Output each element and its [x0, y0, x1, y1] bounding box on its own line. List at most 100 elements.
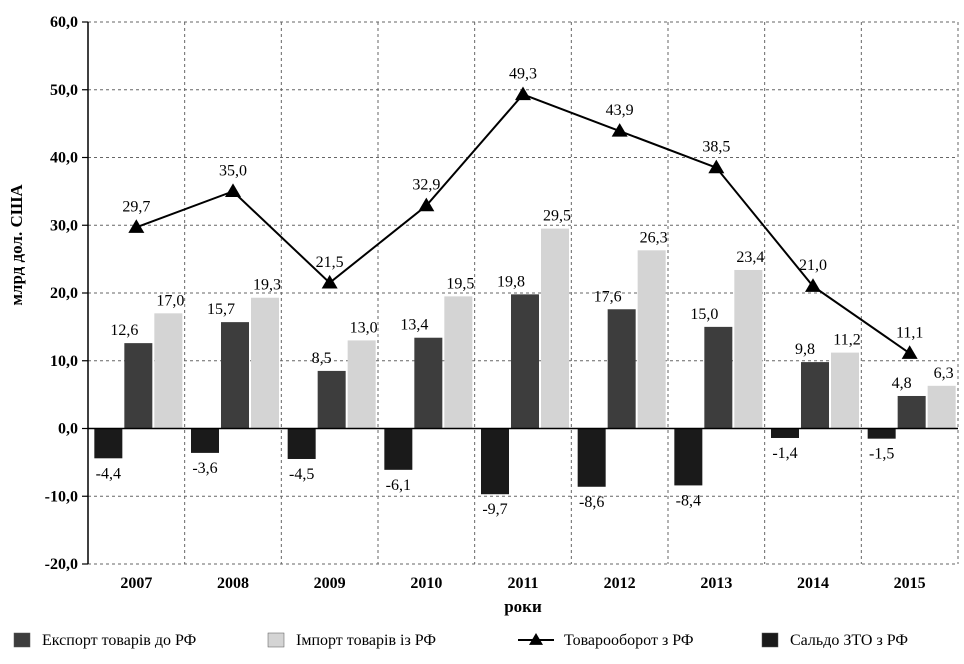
- turnover-marker: [418, 197, 435, 212]
- export-value-label: 9,8: [795, 341, 815, 358]
- legend-export-swatch: [13, 632, 31, 648]
- import-bar: [734, 269, 763, 429]
- bars: [94, 228, 956, 495]
- import-bar: [541, 228, 569, 429]
- export-bar: [221, 322, 249, 429]
- x-tick-label: 2007: [120, 575, 152, 592]
- export-bar: [414, 337, 443, 429]
- saldo-value-label: -1,4: [772, 445, 797, 462]
- import-value-label: 19,5: [446, 275, 474, 292]
- import-value-label: 17,0: [156, 292, 184, 309]
- turnover-value-label: 43,9: [606, 102, 634, 119]
- saldo-value-label: -4,4: [96, 465, 121, 482]
- turnover-marker: [225, 183, 241, 197]
- saldo-value-label: -6,1: [386, 477, 411, 494]
- turnover-marker: [611, 123, 628, 137]
- legend-import-label: Імпорт товарів із РФ: [296, 632, 436, 649]
- export-value-label: 12,6: [110, 322, 138, 339]
- import-bar: [444, 296, 473, 429]
- legend-turnover-label: Товарооборот з РФ: [564, 632, 694, 649]
- turnover-marker: [708, 159, 725, 174]
- saldo-bar: [674, 428, 703, 486]
- export-bar: [801, 362, 829, 429]
- turnover-marker: [321, 274, 338, 289]
- saldo-value-label: -9,7: [482, 501, 507, 518]
- saldo-value-label: -8,6: [579, 494, 604, 511]
- legend-export-label: Експорт товарів до РФ: [42, 632, 196, 649]
- saldo-bar: [867, 428, 896, 439]
- turnover-value-label: 38,5: [702, 139, 730, 156]
- turnover-value-label: 29,7: [122, 198, 150, 215]
- import-value-label: 29,5: [543, 208, 571, 225]
- legend: Експорт товарів до РФ Імпорт товарів із Р…: [13, 632, 908, 649]
- export-value-label: 4,8: [892, 375, 912, 392]
- x-tick-label: 2011: [507, 575, 538, 592]
- import-value-label: 26,3: [640, 229, 668, 246]
- legend-saldo-label: Сальдо ЗТО з РФ: [790, 632, 908, 649]
- turnover-value-label: 35,0: [219, 162, 247, 179]
- export-value-label: 15,7: [207, 301, 235, 318]
- y-tick-label: 50,0: [50, 82, 78, 99]
- tick-labels: 60,0 50,0 40,0 30,0 20,0 10,0 0,0 -10,0 -20,0 200…: [45, 14, 926, 592]
- x-tick-label: 2014: [797, 575, 829, 592]
- export-value-label: 15,0: [690, 306, 718, 323]
- import-value-label: 11,2: [833, 332, 860, 349]
- export-value-label: 17,6: [594, 288, 622, 305]
- import-bar: [927, 385, 956, 429]
- x-axis-title: роки: [504, 597, 542, 616]
- legend-saldo-swatch: [761, 632, 779, 648]
- x-tick-label: 2009: [314, 575, 346, 592]
- y-tick-label: 20,0: [50, 285, 78, 302]
- saldo-bar: [481, 428, 509, 495]
- saldo-bar: [771, 428, 799, 438]
- saldo-value-label: -1,5: [869, 446, 894, 463]
- import-bar: [251, 297, 279, 429]
- turnover-marker: [805, 278, 821, 292]
- saldo-value-label: -4,5: [289, 466, 314, 483]
- grid: [88, 21, 959, 565]
- x-tick-label: 2008: [217, 575, 249, 592]
- turnover-marker: [901, 345, 918, 359]
- import-bar: [637, 250, 666, 429]
- axes: [82, 21, 958, 565]
- import-bar: [831, 352, 859, 429]
- export-bar: [607, 309, 636, 429]
- y-tick-label: 40,0: [50, 150, 78, 167]
- saldo-bar: [287, 428, 316, 459]
- turnover-marker: [128, 219, 145, 233]
- turnover-value-label: 32,9: [412, 177, 440, 194]
- export-bar: [511, 294, 539, 429]
- import-bar: [154, 313, 183, 429]
- x-tick-label: 2010: [410, 575, 442, 592]
- turnover-value-label: 49,3: [509, 65, 537, 82]
- y-tick-label: -20,0: [45, 556, 78, 573]
- export-bar: [897, 395, 926, 429]
- y-axis-title: млрд дол. США: [7, 184, 26, 306]
- import-value-label: 6,3: [934, 365, 954, 382]
- export-bar: [704, 326, 733, 429]
- y-tick-label: 60,0: [50, 14, 78, 31]
- legend-import-swatch: [267, 632, 285, 648]
- saldo-bar: [577, 428, 606, 487]
- y-tick-label: 30,0: [50, 217, 78, 234]
- import-value-label: 23,4: [736, 249, 764, 266]
- x-tick-label: 2013: [700, 575, 732, 592]
- turnover-value-label: 11,1: [896, 324, 923, 341]
- export-value-label: 19,8: [497, 273, 525, 290]
- turnover-value-label: 21,0: [799, 257, 827, 274]
- x-tick-label: 2015: [894, 575, 926, 592]
- saldo-bar: [94, 428, 123, 459]
- export-value-label: 8,5: [312, 350, 332, 367]
- import-value-label: 19,3: [253, 277, 281, 294]
- y-tick-label: 10,0: [50, 353, 78, 370]
- import-value-label: 13,0: [350, 319, 378, 336]
- export-bar: [317, 370, 346, 429]
- x-tick-label: 2012: [604, 575, 636, 592]
- saldo-bar: [384, 428, 413, 470]
- export-value-label: 13,4: [400, 317, 428, 334]
- export-bar: [124, 343, 153, 429]
- saldo-value-label: -8,4: [676, 492, 701, 509]
- line-series: [128, 86, 918, 359]
